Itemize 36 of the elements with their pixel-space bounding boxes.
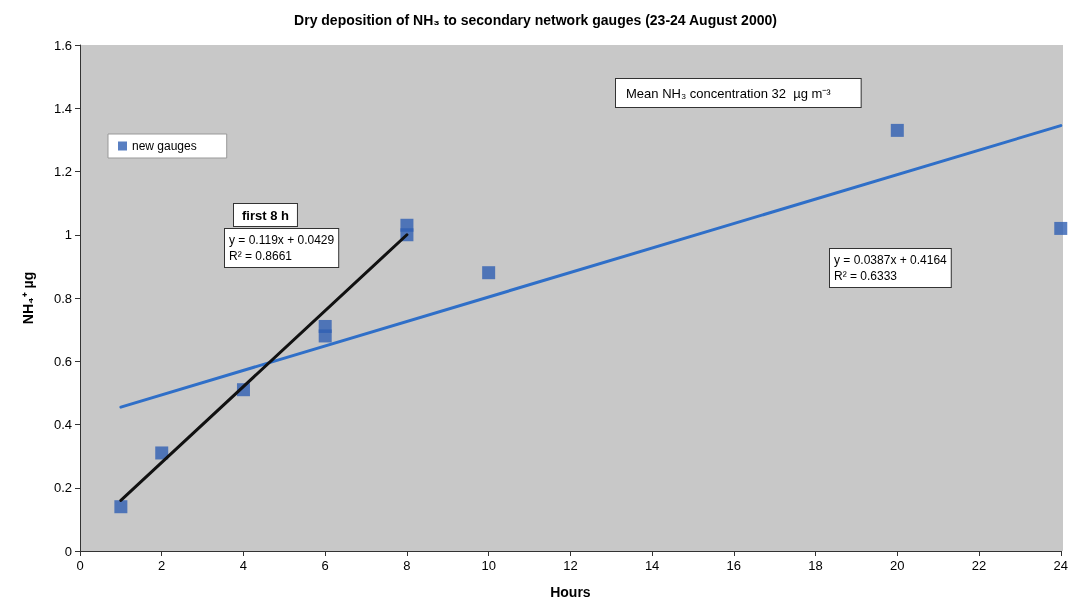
annotation: first 8 h [242, 207, 290, 223]
y-axis-title: NH₄⁺ µg [20, 271, 36, 325]
y-tick-label: 1.2 [53, 164, 72, 179]
x-tick-label: 6 [321, 558, 329, 573]
x-tick-label: 14 [644, 558, 660, 573]
y-tick-label: 0.8 [53, 290, 72, 306]
y-tick-label: 1.4 [53, 100, 72, 116]
x-tick-label: 4 [239, 558, 248, 573]
chart-title: Dry deposition of NH₃ to secondary network gauges (23-24 August 2000) [294, 12, 777, 28]
y-tick-label: 1 [64, 227, 72, 243]
y-tick-label: 0.6 [53, 353, 72, 369]
x-tick-label: 22 [971, 558, 987, 573]
x-tick-label: 18 [808, 558, 823, 573]
point [482, 266, 496, 280]
x-tick-label: 10 [481, 558, 496, 573]
point [890, 123, 904, 137]
x-tick-label: 8 [403, 558, 411, 573]
annotation: y = 0.0387x + 0.4164 R² = 0.6333 [834, 253, 948, 283]
y-tick-label: 0.2 [53, 480, 72, 496]
x-tick-label: 24 [1053, 558, 1068, 573]
y-tick-label: 0 [64, 543, 72, 559]
x-tick-label: 2 [158, 558, 166, 573]
point [155, 446, 169, 460]
x-tick-label: 16 [726, 558, 742, 573]
x-tick-label: 0 [76, 558, 84, 573]
x-axis-title: Hours [550, 584, 591, 600]
legend-label: new gauges [132, 139, 197, 153]
annotation: Mean NH₃ concentration 32 µg m⁻³ [626, 85, 832, 101]
point [114, 500, 128, 514]
point [318, 329, 332, 343]
x-tick-label: 20 [890, 558, 905, 573]
y-tick-label: 1.6 [53, 37, 72, 53]
annotation: y = 0.119x + 0.0429 R² = 0.8661 [229, 233, 335, 263]
y-tick-label: 0.4 [53, 417, 72, 432]
point [1054, 221, 1068, 235]
x-tick-label: 12 [563, 558, 578, 573]
